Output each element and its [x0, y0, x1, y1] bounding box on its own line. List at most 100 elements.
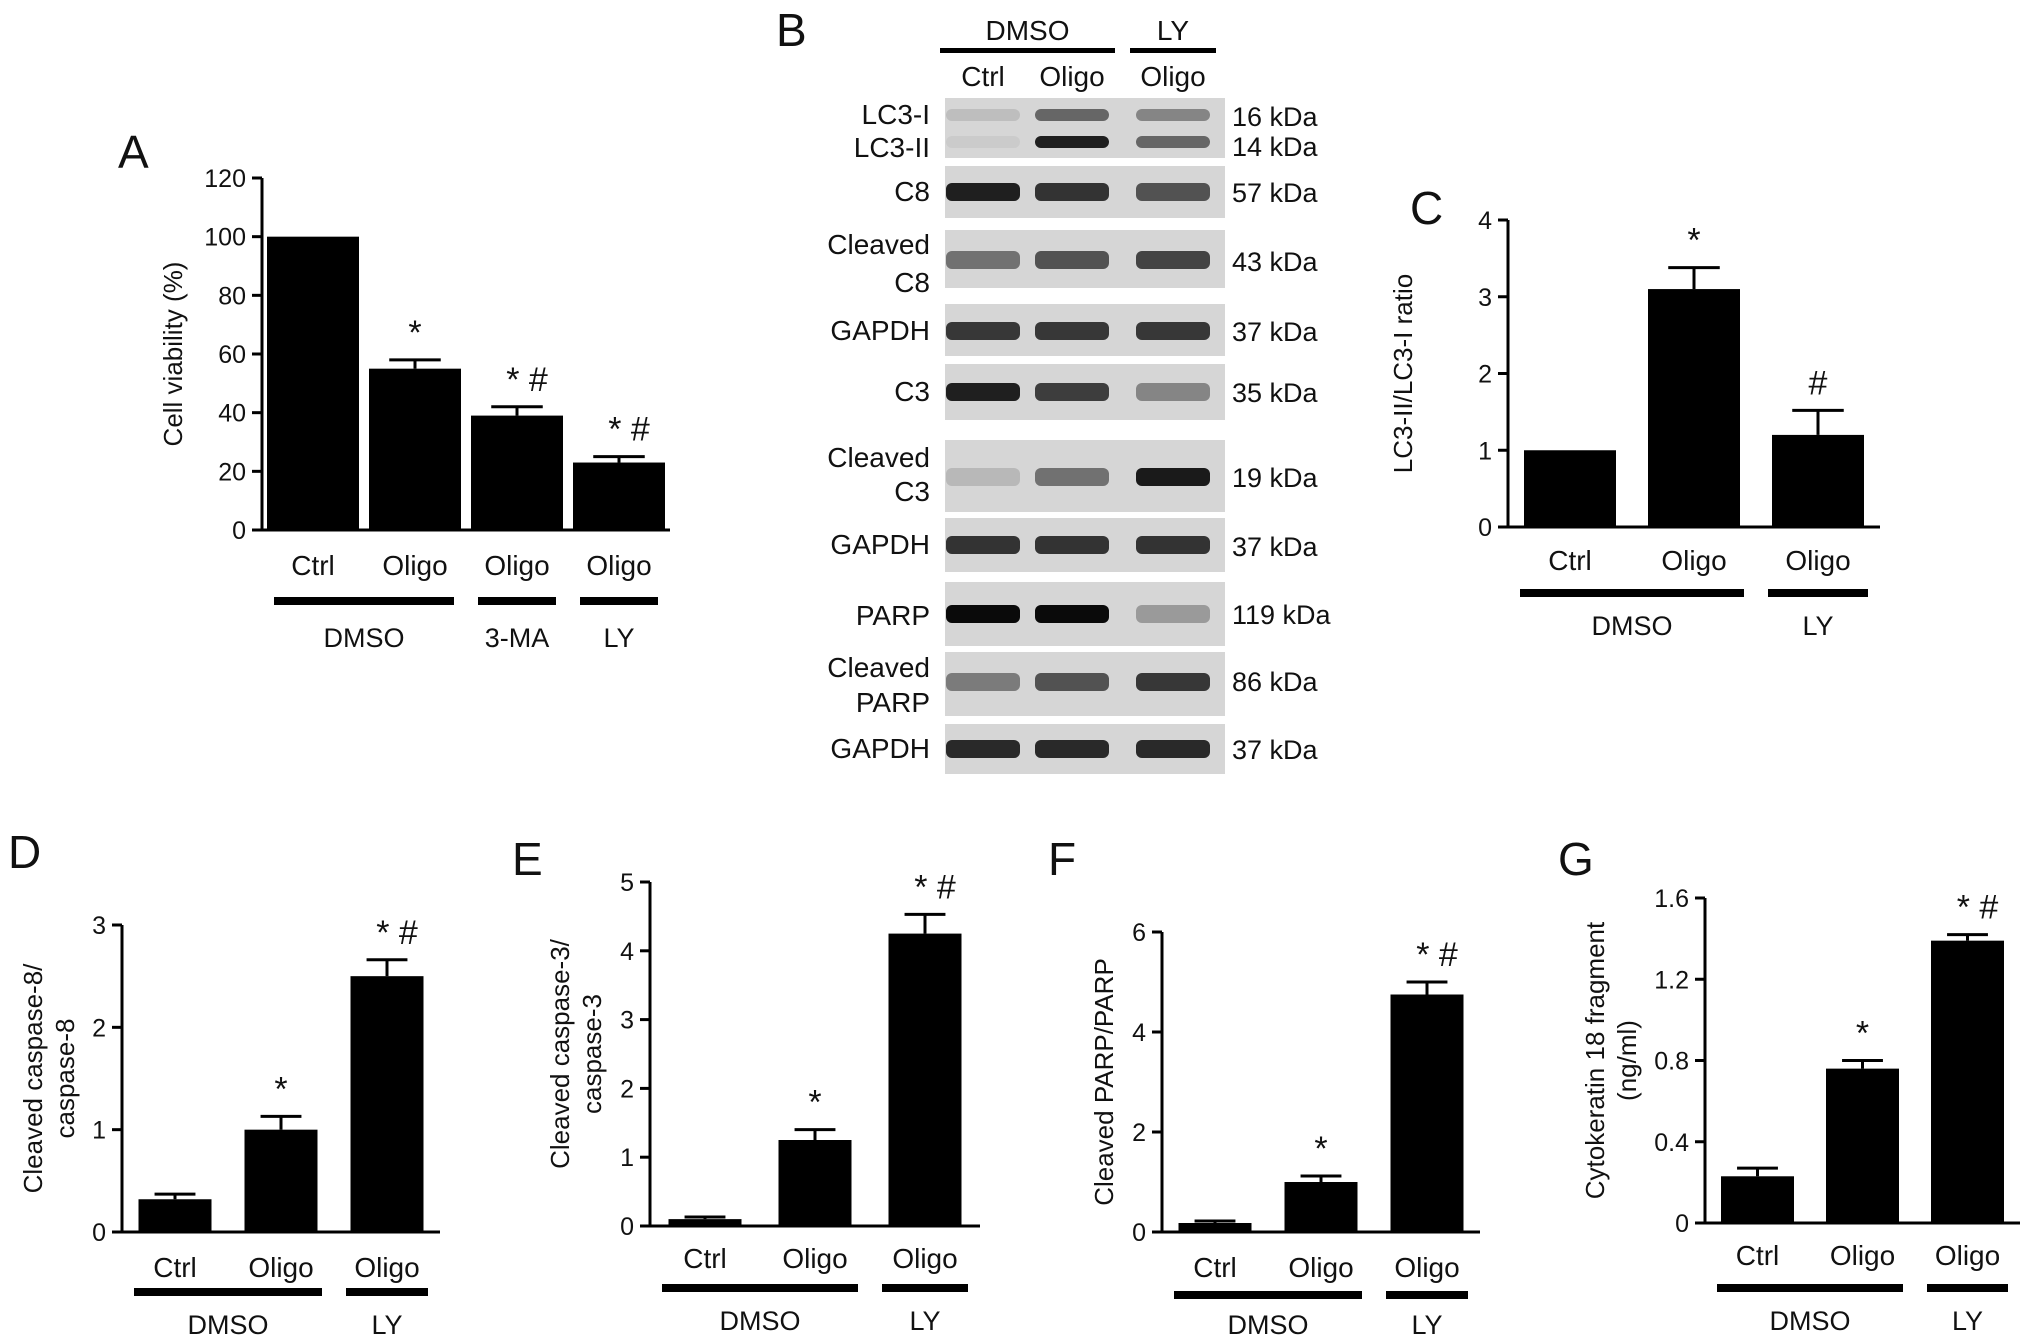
- category-label-a-1: Oligo: [382, 550, 447, 581]
- y-tick-label-g: 1.6: [1654, 885, 1689, 913]
- y-tick-label-c: 0: [1478, 514, 1492, 542]
- y-tick-label-e: 1: [620, 1144, 634, 1172]
- y-tick-label-a: 0: [232, 517, 246, 545]
- blot-kda-8-0: 86 kDa: [1232, 667, 1319, 697]
- panel-letter-f: F: [1048, 833, 1076, 885]
- group-label-g-1: LY: [1952, 1306, 1983, 1336]
- blot-band-0-0-0: [946, 109, 1020, 121]
- category-label-e-1: Oligo: [782, 1243, 847, 1274]
- group-bar-a-2: [580, 597, 658, 605]
- group-bar-d-0: [134, 1288, 322, 1296]
- y-tick-label-g: 0.8: [1654, 1048, 1689, 1076]
- bar-e-1: [778, 1140, 852, 1226]
- y-tick-label-e: 2: [620, 1075, 634, 1103]
- blot-band-2-0-0: [946, 251, 1020, 269]
- blot-kda-4-0: 35 kDa: [1232, 378, 1319, 408]
- y-tick-label-f: 6: [1132, 919, 1146, 947]
- blot-band-8-0-2: [1136, 673, 1210, 691]
- y-axis-label-e: Cleaved caspase-3/caspase-3: [545, 938, 607, 1169]
- blot-kda-6-0: 37 kDa: [1232, 532, 1319, 562]
- blot-band-0-1-0: [946, 136, 1020, 148]
- blot-row-label-8-1: PARP: [856, 687, 930, 718]
- category-label-g-1: Oligo: [1830, 1240, 1895, 1271]
- y-axis-label-line: caspase-8: [50, 1019, 80, 1139]
- panel-letter-a: A: [118, 126, 149, 178]
- blot-row-label-2-0: Cleaved: [827, 229, 930, 260]
- blot-band-0-0-1: [1035, 109, 1109, 121]
- y-axis-label-line: Cleaved caspase-8/: [18, 963, 48, 1194]
- y-tick-label-e: 3: [620, 1007, 634, 1035]
- significance-a-1: *: [408, 314, 421, 352]
- bar-a-1: [369, 368, 461, 530]
- blot-row-label-3-0: GAPDH: [830, 315, 930, 346]
- blot-row-label-6-0: GAPDH: [830, 529, 930, 560]
- category-label-f-1: Oligo: [1288, 1252, 1353, 1283]
- group-label-d-0: DMSO: [188, 1310, 269, 1340]
- y-tick-label-g: 0.4: [1654, 1129, 1689, 1157]
- blot-kda-1-0: 57 kDa: [1232, 178, 1319, 208]
- panel-letter-b: B: [776, 4, 807, 56]
- y-tick-label-d: 3: [92, 912, 106, 940]
- category-label-c-2: Oligo: [1785, 545, 1850, 576]
- y-tick-label-a: 40: [218, 400, 246, 428]
- category-label-e-0: Ctrl: [683, 1243, 727, 1274]
- blot-band-7-0-0: [946, 605, 1020, 623]
- blot-row-label-5-1: C3: [894, 476, 930, 507]
- y-tick-label-e: 4: [620, 938, 634, 966]
- blot-band-2-0-1: [1035, 251, 1109, 269]
- group-bar-a-1: [478, 597, 556, 605]
- y-axis-label-d: Cleaved caspase-8/caspase-8: [18, 963, 80, 1194]
- chart-f: F 0 2 4 6 Cleaved PARP/PARP Ctrl * Oligo * # Oligo…: [1048, 833, 1480, 1340]
- blot-band-6-0-2: [1136, 536, 1210, 554]
- group-bar-e-1: [882, 1284, 968, 1292]
- group-bar-c-1: [1768, 589, 1868, 597]
- blot-band-1-0-2: [1136, 183, 1210, 201]
- bar-f-0: [1178, 1223, 1252, 1232]
- group-bar-c-0: [1520, 589, 1744, 597]
- y-axis-label-a: Cell viability (%): [158, 262, 188, 447]
- category-label-c-1: Oligo: [1661, 545, 1726, 576]
- y-axis-label-line: caspase-3: [577, 994, 607, 1114]
- bar-g-1: [1826, 1068, 1899, 1223]
- blot-kda-9-0: 37 kDa: [1232, 735, 1319, 765]
- significance-a-3: * #: [608, 411, 650, 449]
- y-tick-label-e: 0: [620, 1213, 634, 1241]
- y-tick-label-f: 0: [1132, 1219, 1146, 1247]
- y-axis-label-line: LC3-II/LC3-I ratio: [1388, 274, 1418, 473]
- group-label-f-0: DMSO: [1228, 1310, 1309, 1340]
- chart-g: G 0 0.4 0.8 1.2 1.6 Cytokeratin 18 fragment(ng…: [1558, 833, 2020, 1336]
- bar-f-1: [1284, 1182, 1358, 1232]
- category-label-d-0: Ctrl: [153, 1252, 197, 1283]
- y-axis-label-line: Cleaved caspase-3/: [545, 938, 575, 1169]
- panel-letter-d: D: [8, 826, 41, 878]
- blot-group-bar-0: [940, 48, 1115, 53]
- blot-band-6-0-0: [946, 536, 1020, 554]
- group-bar-d-1: [346, 1288, 428, 1296]
- blot-kda-0-1: 14 kDa: [1232, 132, 1319, 162]
- bar-d-0: [138, 1199, 212, 1232]
- significance-d-1: *: [274, 1070, 287, 1108]
- y-axis-label-line: (ng/ml): [1612, 1020, 1642, 1101]
- group-label-a-2: LY: [603, 623, 634, 653]
- category-label-d-2: Oligo: [354, 1252, 419, 1283]
- blot-band-1-0-1: [1035, 183, 1109, 201]
- y-tick-label-c: 2: [1478, 361, 1492, 389]
- y-tick-label-g: 0: [1675, 1210, 1689, 1238]
- blot-row-label-7-0: PARP: [856, 600, 930, 631]
- significance-g-2: * #: [1957, 889, 1999, 927]
- group-bar-f-0: [1174, 1291, 1362, 1299]
- y-axis-label-line: Cytokeratin 18 fragment: [1580, 921, 1610, 1199]
- blot-row-label-0-1: LC3-II: [854, 132, 930, 163]
- y-tick-label-d: 2: [92, 1014, 106, 1042]
- category-label-d-1: Oligo: [248, 1252, 313, 1283]
- panel-letter-e: E: [512, 833, 543, 885]
- bar-c-0: [1524, 450, 1616, 527]
- blot-row-label-0-0: LC3-I: [862, 99, 930, 130]
- blot-band-9-0-0: [946, 740, 1020, 758]
- group-label-a-1: 3-MA: [485, 623, 550, 653]
- bar-g-0: [1721, 1176, 1794, 1223]
- chart-d: D 0 1 2 3 Cleaved caspase-8/caspase-8 Ctrl * Oli…: [8, 826, 440, 1340]
- blot-band-0-1-2: [1136, 136, 1210, 148]
